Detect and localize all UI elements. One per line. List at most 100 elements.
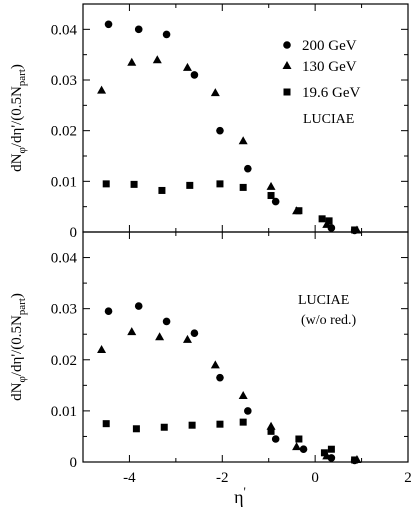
svg-text:dNφ/dη'/(0.5Npart): dNφ/dη'/(0.5Npart) bbox=[9, 293, 28, 401]
bottom-x-tick-label: 0 bbox=[311, 470, 319, 486]
y-axis-label-top: dNφ/dη'/(0.5Npart) bbox=[9, 64, 28, 172]
top-point-circle bbox=[190, 71, 199, 79]
bottom-point-triangle bbox=[127, 327, 137, 336]
top-point-triangle bbox=[182, 62, 192, 71]
bottom-point-square bbox=[320, 449, 328, 457]
bottom-point-square bbox=[216, 420, 224, 428]
top-panel: 0 0.01 0.02 0.03 0.04 bbox=[51, 4, 409, 241]
bottom-point-circle bbox=[299, 445, 308, 454]
top-point-square bbox=[318, 215, 326, 223]
top-point-circle bbox=[104, 20, 113, 29]
legend-label-200gev: 200 GeV bbox=[302, 38, 357, 54]
bottom-point-triangle bbox=[155, 332, 165, 341]
top-y-tick-label: 0.02 bbox=[51, 124, 77, 140]
bottom-point-square bbox=[295, 435, 303, 443]
top-point-circle bbox=[162, 30, 171, 39]
bottom-point-square bbox=[351, 456, 359, 464]
top-point-triangle bbox=[238, 136, 248, 145]
bottom-y-tick-label: 0.04 bbox=[51, 251, 78, 267]
svg-text:dNφ/dη'/(0.5Npart): dNφ/dη'/(0.5Npart) bbox=[9, 64, 28, 172]
top-annotation: LUCIAE bbox=[303, 112, 354, 127]
ylabel-close: ) bbox=[9, 293, 25, 298]
top-y-tick-label: 0.01 bbox=[51, 174, 77, 190]
bottom-point-triangle bbox=[182, 334, 192, 343]
bottom-point-square bbox=[239, 418, 247, 426]
bottom-point-square bbox=[132, 425, 140, 433]
ylabel-close: ) bbox=[9, 64, 25, 69]
bottom-y-tick-label: 0.01 bbox=[51, 404, 77, 420]
bottom-point-triangle bbox=[292, 442, 302, 451]
bottom-point-circle bbox=[244, 407, 252, 415]
bottom-point-triangle bbox=[266, 421, 276, 430]
legend-label-130gev: 130 GeV bbox=[302, 59, 357, 75]
bottom-point-circle bbox=[134, 302, 143, 310]
bottom-panel: 0 0.01 0.02 0.03 0.04 -4 -2 0 2 bbox=[51, 232, 412, 486]
ylabel-sub-part: part bbox=[16, 298, 28, 315]
bottom-point-triangle bbox=[238, 391, 248, 400]
legend-marker-200gev bbox=[283, 41, 291, 49]
ylabel-prime: ' bbox=[9, 125, 25, 128]
legend: 200 GeV 130 GeV 19.6 GeV bbox=[282, 38, 360, 101]
bottom-point-square bbox=[160, 423, 168, 431]
bottom-point-triangle bbox=[210, 360, 220, 369]
top-point-square bbox=[239, 183, 247, 191]
bottom-point-square bbox=[267, 427, 275, 435]
top-point-circle bbox=[134, 25, 143, 34]
bottom-annotation-line2: (w/o red.) bbox=[301, 313, 357, 328]
bottom-x-tick-label: -2 bbox=[216, 470, 229, 486]
legend-label-19-6gev: 19.6 GeV bbox=[302, 85, 360, 101]
top-point-square bbox=[216, 180, 224, 188]
ylabel-sub-phi: φ bbox=[16, 376, 28, 382]
top-point-circle bbox=[216, 126, 224, 135]
top-y-tick-label: 0.03 bbox=[51, 73, 77, 89]
ylabel-dn: dN bbox=[9, 382, 25, 401]
ylabel-mid: /dη bbox=[9, 357, 25, 377]
ylabel-prime: ' bbox=[9, 354, 25, 357]
top-point-triangle bbox=[152, 55, 162, 64]
top-y-tick-label: 0.04 bbox=[51, 22, 78, 38]
top-point-circle bbox=[271, 197, 280, 206]
ylabel-tail: /(0.5N bbox=[9, 315, 25, 354]
top-point-square bbox=[158, 186, 166, 194]
bottom-annotation-line1: LUCIAE bbox=[298, 293, 349, 308]
bottom-point-circle bbox=[190, 329, 199, 338]
bottom-x-tick-label: -4 bbox=[123, 470, 136, 486]
x-axis-label: η' bbox=[234, 484, 246, 507]
top-panel-frame bbox=[82, 3, 409, 233]
ylabel-sub-phi: φ bbox=[16, 147, 28, 153]
bottom-point-circle bbox=[216, 373, 224, 382]
bottom-point-circle bbox=[104, 307, 113, 316]
xlabel-eta: η bbox=[234, 487, 243, 507]
bottom-point-circle bbox=[271, 435, 280, 443]
top-point-triangle bbox=[127, 57, 137, 66]
top-point-square bbox=[130, 180, 138, 188]
top-point-circle bbox=[244, 164, 252, 173]
top-point-triangle bbox=[97, 85, 107, 94]
bottom-x-tick-label: 2 bbox=[404, 470, 412, 486]
bottom-point-circle bbox=[327, 454, 336, 462]
y-axis-label-bottom: dNφ/dη'/(0.5Npart) bbox=[9, 293, 28, 401]
ylabel-sub-part: part bbox=[16, 69, 28, 86]
bottom-point-circle bbox=[162, 317, 171, 326]
bottom-y-tick-label: 0.02 bbox=[51, 353, 77, 369]
top-point-triangle bbox=[266, 181, 276, 190]
xlabel-prime: ' bbox=[244, 484, 246, 499]
legend-marker-19-6gev bbox=[283, 88, 291, 96]
bottom-panel-frame bbox=[82, 231, 409, 463]
bottom-y-tick-label: 0 bbox=[70, 455, 78, 471]
bottom-point-square bbox=[188, 421, 196, 429]
ylabel-mid: /dη bbox=[9, 128, 25, 148]
top-point-triangle bbox=[210, 88, 220, 97]
legend-marker-130gev bbox=[282, 61, 292, 69]
bottom-y-tick-label: 0.03 bbox=[51, 302, 77, 318]
top-point-square bbox=[351, 226, 359, 234]
top-point-square bbox=[267, 192, 275, 200]
bottom-point-square bbox=[102, 420, 110, 428]
top-point-square bbox=[325, 217, 333, 225]
top-point-square bbox=[295, 207, 303, 215]
ylabel-dn: dN bbox=[9, 153, 25, 172]
top-point-square bbox=[102, 180, 110, 188]
ylabel-tail: /(0.5N bbox=[9, 86, 25, 125]
bottom-point-square bbox=[327, 445, 335, 453]
top-y-tick-label: 0 bbox=[70, 225, 78, 241]
